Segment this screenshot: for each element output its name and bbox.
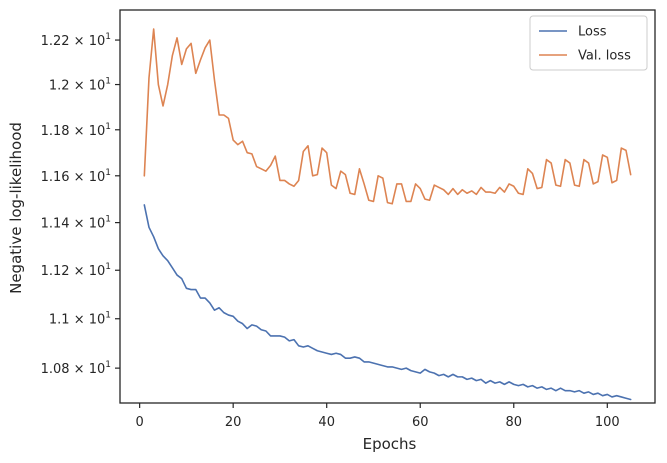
y-tick-label: 1.18 × 101 [41, 122, 111, 139]
y-tick-label: 1.2 × 101 [49, 77, 111, 94]
x-tick-label: 100 [595, 415, 620, 430]
x-tick-label: 0 [136, 415, 144, 430]
plot-frame [119, 9, 656, 404]
x-tick-label: 40 [318, 415, 335, 430]
legend-box [529, 15, 648, 71]
x-tick-label: 80 [505, 415, 522, 430]
y-tick-label: 1.08 × 101 [41, 360, 111, 377]
x-tick-label: 20 [225, 415, 242, 430]
series-line-loss [143, 204, 632, 401]
x-tick-label: 60 [412, 415, 429, 430]
y-tick-label: 1.12 × 101 [41, 262, 111, 279]
y-tick-label: 1.1 × 101 [49, 311, 111, 328]
series-line-val-loss [143, 28, 632, 205]
axes: 0 20 40 60 80 100 1.08 × 101 1.1 × 101 1.12 × 10… [41, 32, 620, 430]
y-tick-label: 1.14 × 101 [41, 215, 111, 232]
x-axis-label: Epochs [363, 435, 417, 453]
legend: Loss Val. loss [529, 15, 648, 71]
y-tick-label: 1.22 × 101 [41, 32, 111, 49]
y-tick-label: 1.16 × 101 [41, 168, 111, 185]
legend-label-loss: Loss [578, 25, 607, 40]
legend-label-val-loss: Val. loss [578, 49, 631, 64]
y-axis-label: Negative log-likelihood [7, 122, 25, 294]
plot-area [143, 28, 632, 401]
